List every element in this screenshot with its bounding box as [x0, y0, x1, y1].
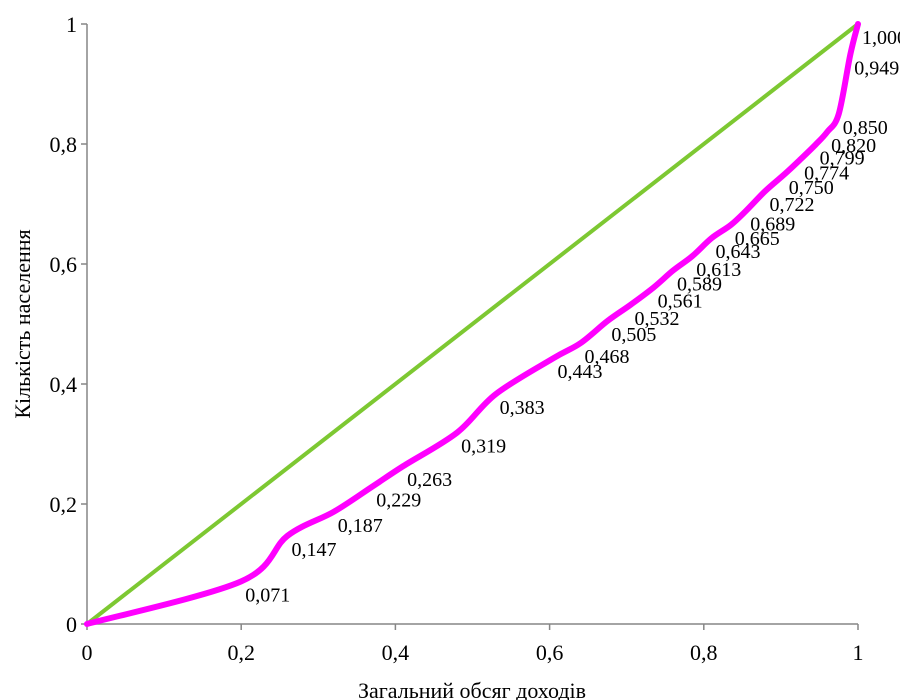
- y-axis-title: Кількість населення: [10, 229, 35, 418]
- x-tick-label: 0,6: [536, 640, 564, 665]
- data-label: 0,383: [500, 397, 545, 419]
- data-label: 0,613: [696, 259, 741, 281]
- x-axis-title: Загальний обсяг доходів: [358, 678, 586, 700]
- data-label: 0,589: [677, 274, 722, 296]
- data-label: 0,949: [854, 58, 899, 80]
- data-label: 0,561: [658, 290, 703, 312]
- y-tick-label: 0,4: [50, 372, 78, 397]
- y-tick-label: 0,8: [50, 132, 78, 157]
- ticks: 0 0,2 0,4 0,6 0,8 1 0 0,2 0,4 0,6 0,8 1: [50, 12, 864, 665]
- data-label: 0,319: [461, 436, 506, 458]
- data-label: 0,799: [820, 148, 865, 170]
- data-label: 0,722: [769, 194, 814, 216]
- equality-line: [85, 22, 860, 626]
- data-label: 0,147: [291, 539, 336, 561]
- series-layer: [84, 21, 861, 627]
- axes: [86, 24, 858, 625]
- x-tick-label: 0,8: [690, 640, 718, 665]
- data-label: 0,643: [716, 241, 761, 263]
- data-label: 0,750: [789, 177, 834, 199]
- data-label: 0,468: [584, 346, 629, 368]
- data-label: 0,774: [804, 163, 849, 185]
- data-label: 0,665: [735, 228, 780, 250]
- data-label: 0,820: [831, 135, 876, 157]
- x-tick-label: 0,4: [382, 640, 410, 665]
- x-tick-label: 0,2: [227, 640, 255, 665]
- data-label: 0,229: [376, 490, 421, 512]
- y-tick-label: 1: [66, 12, 77, 37]
- x-tick-label: 1: [853, 640, 864, 665]
- data-label: 0,187: [338, 515, 383, 537]
- data-label: 0,263: [407, 469, 452, 491]
- x-tick-label: 0: [82, 640, 93, 665]
- data-label: 0,850: [843, 117, 888, 139]
- lorenz-curve-line: [84, 21, 861, 627]
- data-label: 0,443: [557, 361, 602, 383]
- data-label: 0,071: [245, 584, 290, 606]
- data-label: 0,505: [611, 324, 656, 346]
- data-label: 0,532: [635, 308, 680, 330]
- data-label: 1,000: [862, 27, 900, 49]
- y-tick-label: 0: [66, 612, 77, 637]
- y-tick-label: 0,2: [50, 492, 78, 517]
- y-tick-label: 0,6: [50, 252, 78, 277]
- data-label: 0,689: [750, 214, 795, 236]
